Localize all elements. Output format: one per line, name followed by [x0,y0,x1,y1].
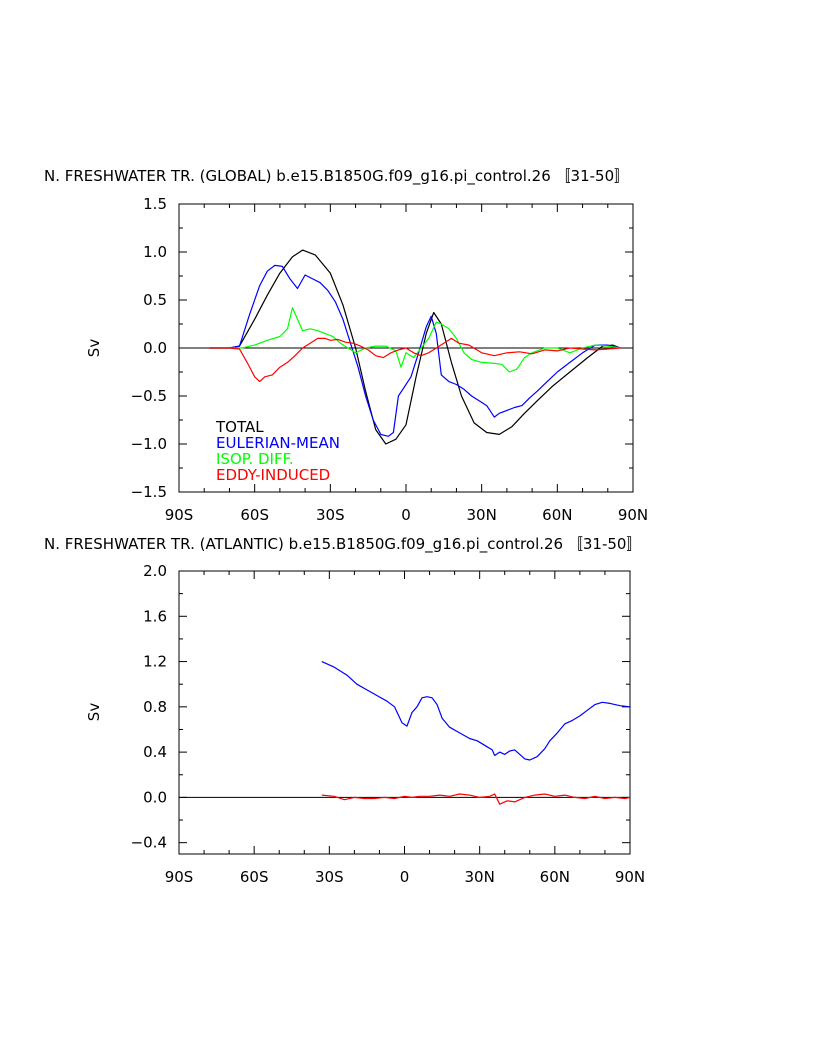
atlantic-y-axis-label: Sv [85,703,103,722]
global-y-tick-label: 1.0 [143,243,167,261]
global-series [179,249,633,445]
global-x-tick-label: 0 [401,506,411,524]
atlantic-x-tick-label: 30N [465,868,495,886]
global-y-tick-label: 1.5 [143,195,167,213]
atlantic-y-tick-label: 1.2 [143,653,167,671]
atlantic-line-series [321,793,631,805]
global-line-total [209,249,621,445]
global-x-tick-label: 30N [467,506,497,524]
atlantic-y-ticks: −0.4 0.0 0.4 0.8 1.2 1.6 2.0 [131,562,630,852]
atlantic-line-series [321,661,631,761]
atlantic-plot-frame [178,570,631,855]
global-x-tick-label: 60N [542,506,572,524]
atlantic-panel: N. FRESHWATER TR. (ATLANTIC) b.e15.B1850… [44,535,645,886]
atlantic-x-tick-label: 90N [615,868,645,886]
global-y-tick-label: 0.5 [143,291,167,309]
atlantic-y-tick-label: 0.4 [143,743,167,761]
global-y-tick-label: −1.5 [131,483,167,501]
legend-eddy-induced: EDDY-INDUCED [216,466,330,484]
global-panel: N. FRESHWATER TR. (GLOBAL) b.e15.B1850G.… [44,167,648,524]
global-x-tick-label: 30S [316,506,345,524]
legend-isop-diff: ISOP. DIFF. [216,450,294,468]
global-chart-title: N. FRESHWATER TR. (GLOBAL) b.e15.B1850G.… [44,167,629,186]
atlantic-y-tick-label: 2.0 [143,562,167,580]
global-legend: TOTAL EULERIAN-MEAN ISOP. DIFF. EDDY-IND… [215,418,340,484]
legend-eulerian-mean: EULERIAN-MEAN [216,434,340,452]
atlantic-x-tick-label: 90S [165,868,194,886]
global-line-isop-diff [209,307,621,373]
global-y-tick-label: 0.0 [143,339,167,357]
global-line-eulerian-mean [209,264,621,437]
legend-total: TOTAL [215,418,264,436]
atlantic-chart-title: N. FRESHWATER TR. (ATLANTIC) b.e15.B1850… [44,535,641,554]
atlantic-y-tick-label: 0.8 [143,698,167,716]
atlantic-y-tick-label: 1.6 [143,607,167,625]
global-y-ticks: −1.5 −1.0 −0.5 0.0 0.5 1.0 1.5 [131,195,633,501]
global-x-tick-label: 90S [165,506,194,524]
global-y-tick-label: −1.0 [131,435,167,453]
atlantic-x-tick-label: 60S [240,868,269,886]
atlantic-y-tick-label: −0.4 [131,834,167,852]
atlantic-series [179,661,631,805]
global-y-axis-label: Sv [85,339,103,358]
atlantic-x-ticks: 90S 60S 30S 0 30N 60N 90N [165,571,645,886]
global-x-tick-label: 60S [240,506,269,524]
atlantic-y-tick-label: 0.0 [143,788,167,806]
global-x-tick-label: 90N [618,506,648,524]
atlantic-x-tick-label: 30S [315,868,344,886]
atlantic-x-tick-label: 0 [400,868,410,886]
global-x-ticks: 90S 60S 30S 0 30N 60N 90N [165,204,648,524]
global-line-eddy-induced [209,337,621,383]
global-y-tick-label: −0.5 [131,387,167,405]
atlantic-x-tick-label: 60N [540,868,570,886]
